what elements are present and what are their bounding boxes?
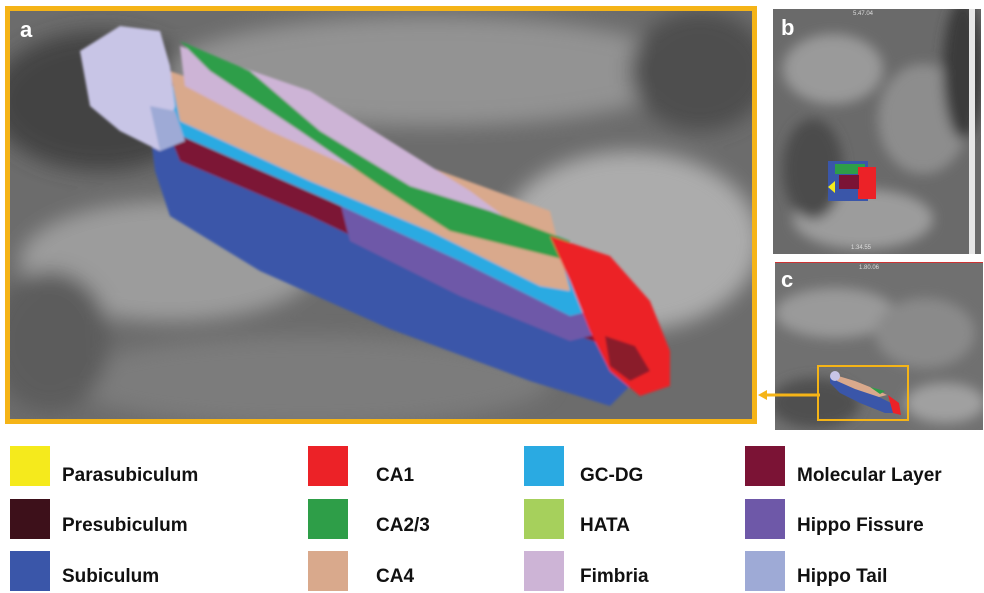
legend-label-parasubiculum: Parasubiculum [62,465,199,486]
legend-swatch-fimbria [524,551,564,591]
connector-arrow [758,390,820,400]
legend-swatch-parasubiculum [10,446,50,486]
legend-label-ca4: CA4 [376,566,415,587]
panel-c-label: c [781,267,794,292]
panel-b-bottom-readout: 1.34.55 [851,245,872,251]
legend-swatch-molecular-layer [745,446,785,486]
legend-label-ca1: CA1 [376,465,415,486]
panel-a-label: a [20,17,33,42]
legend-swatch-hippo-fissure [745,499,785,539]
legend-swatch-subiculum [10,551,50,591]
panel-c-sagittal-mri: 1.80.06 c [775,262,983,430]
legend-label-hippo-tail: Hippo Tail [797,566,888,587]
coronal-mri-image [773,9,981,254]
panel-b-top-readout: 5.47.04 [853,11,874,17]
legend-label-subiculum: Subiculum [62,566,160,587]
legend-swatch-ca2-3 [308,499,348,539]
legend-label-gc-dg: GC-DG [580,465,644,486]
sagittal-mri-image [775,263,983,430]
legend-label-fimbria: Fimbria [580,566,649,587]
legend-swatch-ca4 [308,551,348,591]
hippocampus-segmentation-image [10,11,752,419]
legend-swatch-hata [524,499,564,539]
legend-label-hata: HATA [580,515,630,536]
panel-a-zoomed-segmentation: a [5,6,757,424]
panel-b-label: b [781,15,795,40]
legend-label-hippo-fissure: Hippo Fissure [797,515,924,536]
panel-b-coronal-mri: 5.47.04 1.34.55 b [773,9,981,254]
legend-label-presubiculum: Presubiculum [62,515,188,536]
legend-swatch-gc-dg [524,446,564,486]
legend-swatch-ca1 [308,446,348,486]
legend-label-molecular-layer: Molecular Layer [797,465,942,486]
legend-swatch-presubiculum [10,499,50,539]
legend-swatch-hippo-tail [745,551,785,591]
legend-label-ca2-3: CA2/3 [376,515,430,536]
panel-c-top-readout: 1.80.06 [859,265,880,271]
